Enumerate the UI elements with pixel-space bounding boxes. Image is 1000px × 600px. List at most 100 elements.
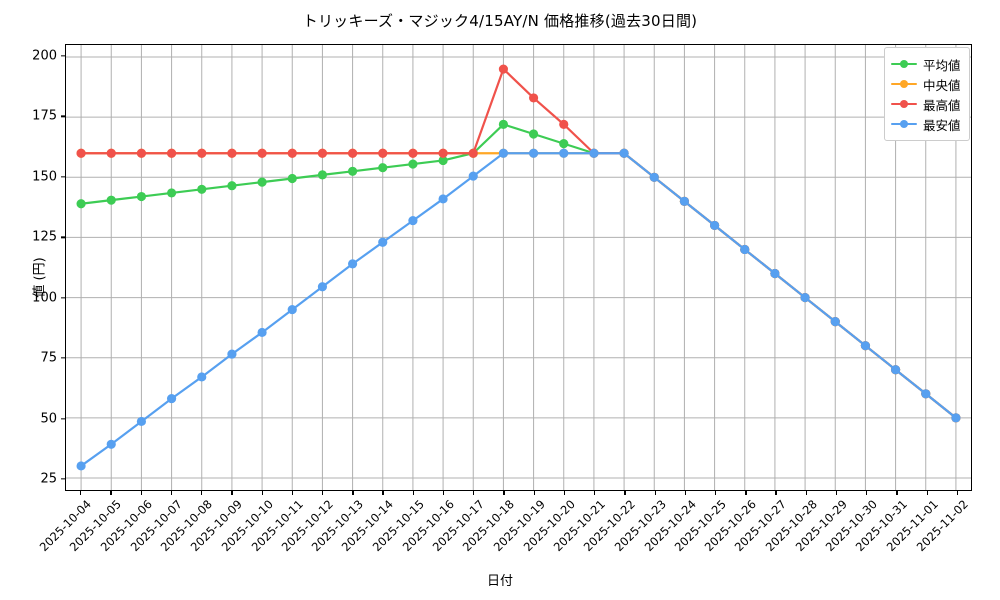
x-axis-tick-mark	[684, 491, 687, 495]
data-point	[890, 365, 901, 375]
data-point	[619, 148, 629, 158]
series-line	[79, 152, 958, 419]
data-point	[347, 259, 358, 269]
data-point	[287, 173, 297, 184]
data-point	[136, 416, 147, 427]
legend-item-0[interactable]: 平均値	[891, 54, 961, 74]
x-axis-tick-mark	[140, 491, 142, 495]
x-axis-tick-mark	[775, 491, 777, 495]
data-point	[257, 177, 267, 187]
data-point	[106, 195, 116, 205]
x-axis-tick-mark	[745, 491, 747, 495]
legend-item-3[interactable]: 最安値	[891, 114, 961, 134]
data-point	[257, 148, 267, 158]
x-axis-tick-labels: 2025-10-04 2025-10-05 2025-10-06 2025-10-07…	[37, 497, 972, 567]
data-point	[528, 148, 539, 158]
y-axis-tick-label: 50	[40, 411, 57, 426]
data-point	[227, 148, 237, 158]
data-point	[921, 389, 931, 399]
x-axis-tick-mark	[442, 491, 445, 495]
data-point	[106, 148, 116, 158]
y-axis-tick-mark	[61, 115, 65, 118]
data-series-layer	[76, 64, 961, 471]
y-axis-tick-label: 150	[32, 169, 57, 185]
series-line	[79, 67, 958, 419]
x-axis-tick-mark	[321, 491, 324, 495]
data-point	[197, 372, 207, 382]
data-point	[136, 148, 147, 158]
data-point	[408, 148, 418, 158]
data-point	[740, 244, 750, 255]
series-2	[76, 64, 961, 423]
data-point	[498, 119, 509, 129]
data-point	[227, 181, 237, 191]
x-axis-tick-mark	[291, 491, 294, 495]
y-axis-tick-label: 75	[40, 350, 57, 366]
data-point	[257, 327, 267, 338]
data-point	[76, 461, 86, 471]
y-axis-tick-mark	[61, 357, 65, 359]
data-point	[76, 199, 86, 209]
chart-legend: 平均値 中央値 最高値最安値	[884, 47, 970, 141]
x-axis-tick-mark	[110, 491, 112, 495]
data-point	[468, 148, 478, 158]
data-point	[76, 148, 86, 158]
y-axis-tick-mark	[61, 236, 65, 238]
data-point	[287, 148, 297, 158]
grid-lines	[66, 45, 971, 490]
x-axis-tick-mark	[80, 491, 82, 495]
x-axis-tick-mark	[412, 491, 414, 495]
series-line	[79, 152, 958, 468]
y-axis-tick-label: 175	[32, 108, 57, 124]
legend-marker-dot	[900, 80, 908, 88]
series-3	[76, 148, 961, 471]
data-point	[136, 191, 147, 202]
data-point	[800, 292, 810, 303]
legend-marker-dot	[900, 100, 908, 108]
data-point	[951, 413, 961, 423]
x-axis-tick-mark	[624, 491, 626, 495]
x-axis-tick-mark	[594, 491, 596, 495]
x-axis-tick-mark	[473, 491, 475, 495]
x-axis-tick-mark	[926, 491, 928, 495]
plot-area	[65, 44, 972, 491]
y-axis-tick-mark	[61, 176, 65, 178]
x-axis-tick-mark	[382, 491, 384, 495]
data-point	[166, 188, 177, 198]
y-axis-tick-label: 25	[40, 471, 57, 487]
data-point	[378, 237, 388, 247]
data-point	[378, 163, 388, 173]
data-point	[559, 148, 569, 158]
series-1	[76, 148, 961, 423]
x-axis-tick-mark	[231, 491, 233, 495]
data-point	[528, 129, 539, 139]
data-point	[559, 119, 569, 129]
y-axis-tick-marks	[57, 44, 65, 491]
data-point	[559, 139, 569, 149]
x-axis-tick-mark	[835, 491, 838, 495]
y-axis-tick-mark	[61, 297, 65, 299]
data-point	[498, 148, 509, 158]
data-point	[438, 194, 448, 204]
series-0	[76, 119, 961, 423]
x-axis-tick-mark	[503, 491, 505, 495]
data-point	[347, 166, 358, 176]
data-point	[649, 172, 659, 182]
data-point	[166, 394, 177, 404]
legend-item-2[interactable]: 最高値	[891, 94, 961, 114]
legend-label: 平均値	[923, 57, 961, 73]
data-point	[860, 341, 871, 351]
data-point	[709, 220, 720, 230]
x-axis-tick-mark	[956, 491, 959, 495]
data-point	[317, 170, 328, 180]
data-point	[408, 216, 418, 226]
data-point	[408, 159, 418, 169]
data-point	[197, 184, 207, 194]
x-axis-tick-mark	[261, 491, 263, 495]
data-point	[679, 196, 690, 206]
y-axis-tick-labels: 25 50 75 100 125 150 175 200	[0, 44, 57, 491]
x-axis-tick-mark	[563, 491, 566, 495]
legend-item-1[interactable]: 中央値	[891, 74, 961, 94]
x-axis-tick-mark	[715, 491, 717, 495]
legend-label: 最安値	[923, 117, 961, 133]
